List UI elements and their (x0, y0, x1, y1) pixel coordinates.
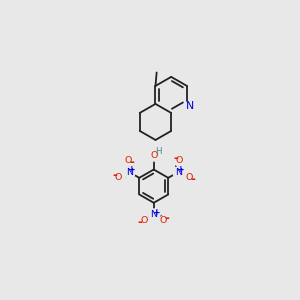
Text: O: O (150, 151, 158, 160)
Text: O: O (160, 216, 167, 225)
Text: +: + (153, 208, 160, 217)
Text: O: O (176, 156, 183, 165)
Text: O: O (140, 216, 148, 225)
Text: N: N (126, 168, 133, 177)
Text: +: + (128, 166, 136, 175)
Text: -: - (130, 156, 135, 169)
Text: H: H (156, 147, 162, 156)
Text: O: O (115, 173, 122, 182)
Text: -: - (138, 216, 143, 229)
Text: O: O (185, 173, 193, 182)
Text: -: - (173, 152, 178, 165)
Text: O: O (125, 156, 132, 165)
Text: N: N (150, 210, 157, 219)
Text: N: N (175, 168, 182, 177)
Text: -: - (165, 212, 170, 226)
Text: +: + (177, 166, 185, 175)
Text: -: - (112, 169, 117, 182)
Text: N: N (186, 101, 194, 111)
Text: -: - (190, 172, 195, 186)
